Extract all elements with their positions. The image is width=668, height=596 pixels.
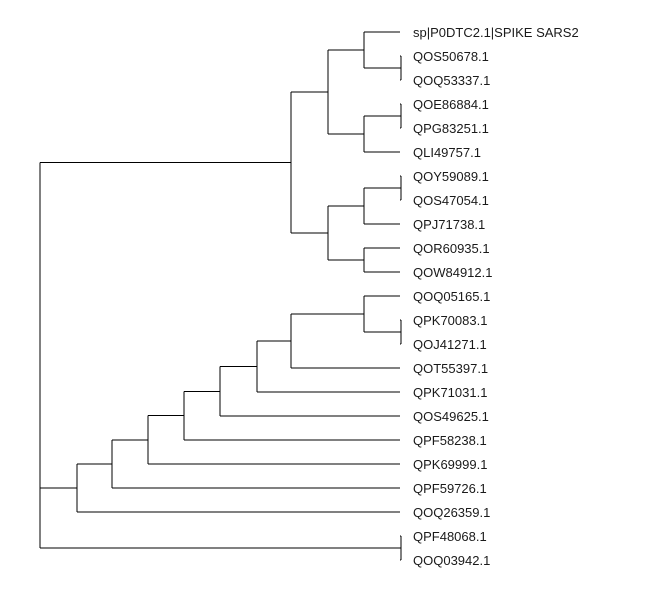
leaf-label: QOJ41271.1 (413, 337, 487, 352)
leaf-label: QOY59089.1 (413, 169, 489, 184)
leaf-label: QPF58238.1 (413, 433, 487, 448)
leaf-label: QOQ53337.1 (413, 73, 490, 88)
leaf-label: QOQ26359.1 (413, 505, 490, 520)
leaf-label: QOS49625.1 (413, 409, 489, 424)
leaf-label: QOR60935.1 (413, 241, 490, 256)
leaf-label: QPK69999.1 (413, 457, 487, 472)
leaf-label: QPG83251.1 (413, 121, 489, 136)
leaf-label: QOQ03942.1 (413, 553, 490, 568)
leaf-label: QOT55397.1 (413, 361, 488, 376)
leaf-label: QOS47054.1 (413, 193, 489, 208)
leaf-label: QLI49757.1 (413, 145, 481, 160)
leaf-label: QPJ71738.1 (413, 217, 485, 232)
leaf-label: QOQ05165.1 (413, 289, 490, 304)
tree-branches (39, 31, 402, 561)
leaf-label: QPK70083.1 (413, 313, 487, 328)
leaf-label: sp|P0DTC2.1|SPIKE SARS2 (413, 25, 579, 40)
leaf-labels: sp|P0DTC2.1|SPIKE SARS2 QOS50678.1 QOQ5333… (413, 25, 579, 568)
leaf-label: QOW84912.1 (413, 265, 493, 280)
leaf-label: QOS50678.1 (413, 49, 489, 64)
leaf-label: QOE86884.1 (413, 97, 489, 112)
leaf-label: QPF59726.1 (413, 481, 487, 496)
leaf-label: QPK71031.1 (413, 385, 487, 400)
leaf-label: QPF48068.1 (413, 529, 487, 544)
